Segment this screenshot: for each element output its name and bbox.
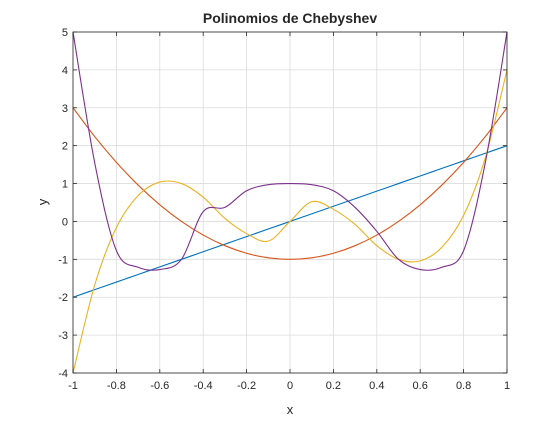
y-axis-label: y	[35, 198, 50, 205]
x-tick-label: 0.8	[456, 380, 471, 392]
y-tick-label: -4	[58, 368, 68, 380]
x-axis-label: x	[287, 402, 294, 417]
chart-title: Polinomios de Chebyshev	[203, 10, 377, 26]
x-tick-label: 0.2	[326, 380, 341, 392]
x-tick-label: 0.6	[413, 380, 428, 392]
ticks: -1 -0.8 -0.6 -0.4 -0.2 0 0.2 0.4 0.6 0.8 1 -4 -3 -2 -1…	[58, 27, 510, 392]
y-tick-label: 4	[62, 65, 68, 77]
series-line-2	[72, 107, 508, 260]
series-group	[72, 31, 508, 374]
x-tick-label: -1	[68, 380, 78, 392]
series-line-4	[72, 31, 508, 271]
x-tick-label: -0.8	[107, 380, 126, 392]
y-tick-label: 3	[62, 103, 68, 115]
x-tick-label: 0.4	[369, 380, 384, 392]
x-tick-label: -0.2	[237, 380, 256, 392]
y-tick-label: 0	[62, 216, 68, 228]
x-tick-label: 1	[504, 380, 510, 392]
y-tick-label: -1	[58, 254, 68, 266]
y-tick-label: 2	[62, 141, 68, 153]
x-tick-label: 0	[287, 380, 293, 392]
y-tick-label: 5	[62, 27, 68, 39]
y-tick-label: -2	[58, 292, 68, 304]
x-tick-label: -0.4	[194, 380, 213, 392]
x-tick-label: -0.6	[150, 380, 169, 392]
y-tick-label: -3	[58, 330, 68, 342]
y-tick-label: 1	[62, 179, 68, 191]
series-line-3	[72, 69, 508, 374]
